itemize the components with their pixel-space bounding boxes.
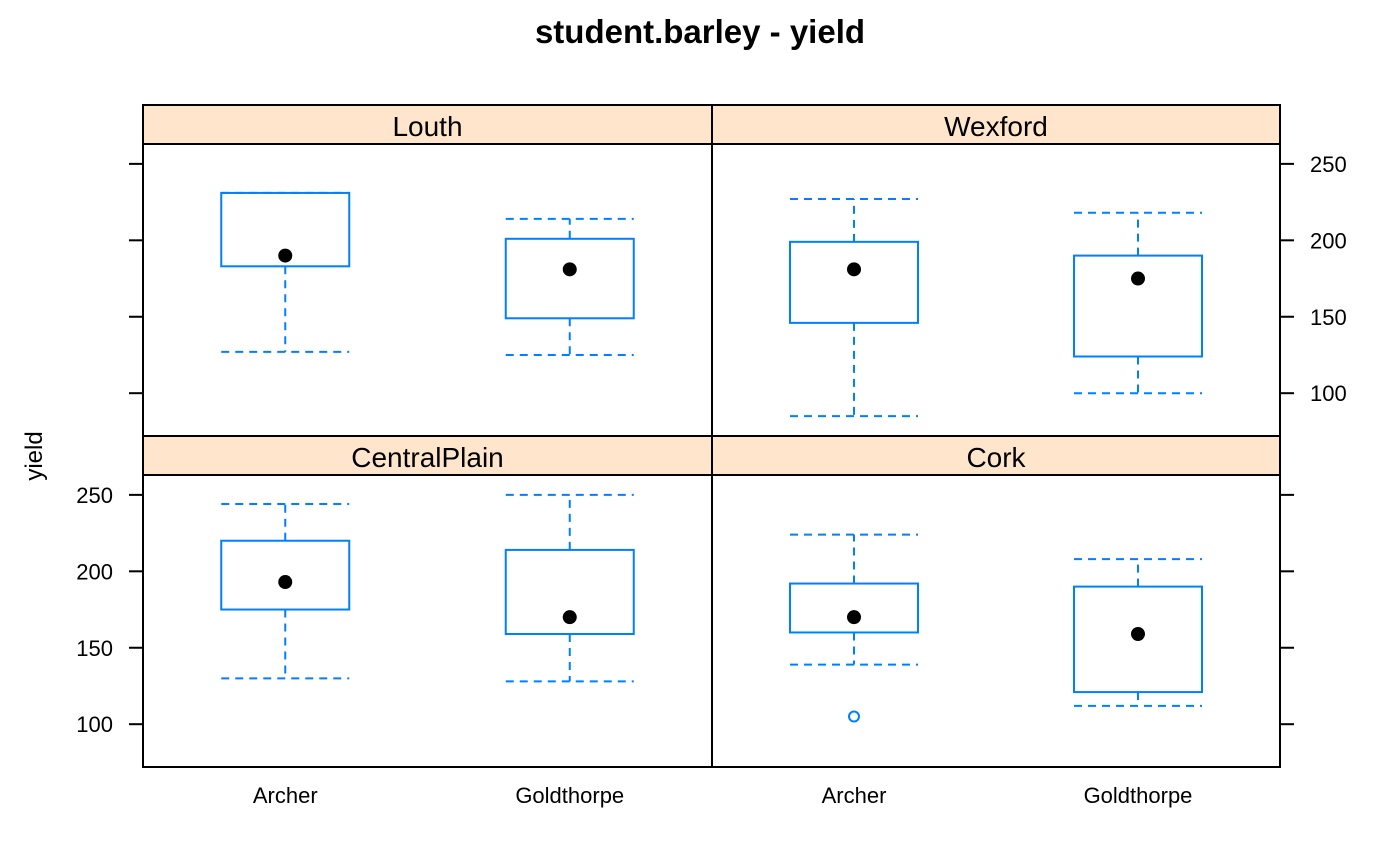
box-goldthorpe bbox=[504, 217, 635, 356]
median-dot bbox=[278, 575, 293, 590]
box-iqr bbox=[1073, 585, 1203, 694]
box-archer bbox=[789, 533, 919, 723]
box-iqr bbox=[504, 237, 635, 320]
box-archer bbox=[789, 198, 919, 418]
outlier-point bbox=[848, 710, 860, 723]
strip-label: Wexford bbox=[944, 111, 1048, 142]
median-dot bbox=[562, 610, 577, 625]
strip-background bbox=[143, 436, 712, 475]
y-tick-label-left: 100 bbox=[76, 712, 113, 737]
panel-cork: Cork bbox=[712, 436, 1280, 723]
box-iqr bbox=[789, 240, 919, 324]
y-tick-label-left: 250 bbox=[76, 483, 113, 508]
median-dot bbox=[1131, 271, 1145, 286]
x-tick-label: Archer bbox=[822, 783, 887, 808]
median-dot bbox=[278, 248, 293, 263]
box-archer bbox=[220, 191, 351, 353]
panel-centralplain: CentralPlain bbox=[143, 436, 712, 683]
panel-louth: Louth bbox=[143, 105, 712, 356]
plot-area: Louth Wexford CentralPlain Cork 100 150 200 250… bbox=[76, 104, 1347, 808]
strip-background bbox=[712, 105, 1280, 144]
median-dot bbox=[562, 262, 577, 277]
y-tick-label-right: 250 bbox=[1310, 152, 1347, 177]
strip-label: Cork bbox=[966, 442, 1026, 473]
box-goldthorpe bbox=[504, 493, 635, 683]
x-tick-label: Archer bbox=[253, 783, 318, 808]
median-dot bbox=[1131, 626, 1145, 641]
strip-background bbox=[143, 105, 712, 144]
y-tick-label-right: 100 bbox=[1310, 381, 1347, 406]
panel-wexford: Wexford bbox=[712, 105, 1280, 418]
box-iqr bbox=[1073, 254, 1203, 358]
x-tick-label: Goldthorpe bbox=[515, 783, 624, 808]
strip-label: CentralPlain bbox=[351, 442, 504, 473]
box-iqr bbox=[220, 191, 351, 268]
x-tick-label: Goldthorpe bbox=[1084, 783, 1193, 808]
y-tick-label-right: 200 bbox=[1310, 228, 1347, 253]
y-tick-label-right: 150 bbox=[1310, 305, 1347, 330]
box-goldthorpe bbox=[1073, 558, 1203, 707]
median-dot bbox=[847, 262, 861, 277]
strip-background bbox=[712, 436, 1280, 475]
median-dot bbox=[847, 610, 861, 625]
y-tick-label-left: 150 bbox=[76, 636, 113, 661]
y-axis-title: yield bbox=[21, 431, 48, 480]
box-iqr bbox=[220, 539, 351, 611]
chart-title: student.barley - yield bbox=[535, 13, 865, 50]
strip-label: Louth bbox=[392, 111, 462, 142]
y-tick-label-left: 200 bbox=[76, 559, 113, 584]
box-iqr bbox=[789, 582, 919, 634]
box-iqr bbox=[504, 548, 635, 635]
box-goldthorpe bbox=[1073, 211, 1203, 395]
box-archer bbox=[220, 503, 351, 680]
